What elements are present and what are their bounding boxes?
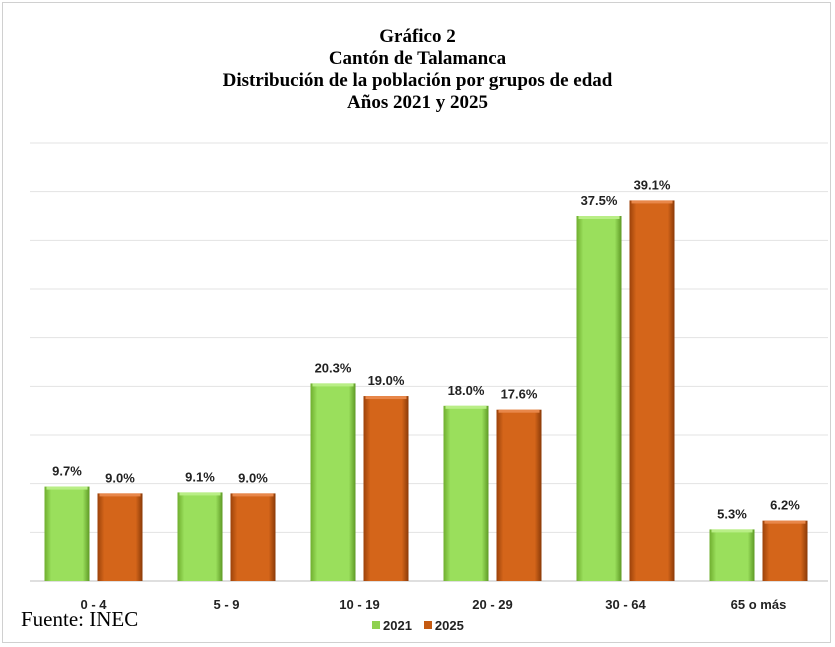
bar-2025-0 — [97, 493, 143, 581]
data-label-2021-2: 20.3% — [315, 360, 352, 375]
x-axis-ticks: 0 - 4 5 - 9 10 - 19 20 - 29 30 - 64 65 o más — [80, 597, 786, 612]
data-label-2025-5: 6.2% — [770, 498, 800, 513]
data-label-2021-3: 18.0% — [448, 383, 485, 398]
legend-label-2025: 2025 — [434, 617, 464, 633]
bar-2025-2 — [363, 396, 409, 581]
data-label-2021-1: 9.1% — [185, 469, 215, 484]
bar-bevel-2021-3 — [445, 405, 487, 409]
title-line-1: Gráfico 2 — [379, 26, 456, 47]
data-label-2021-4: 37.5% — [581, 193, 618, 208]
bar-bevel-2021-1 — [179, 492, 221, 496]
data-label-2025-4: 39.1% — [634, 177, 671, 192]
bar-bevel-2025-5 — [764, 520, 806, 524]
bar-2025-1 — [230, 493, 276, 581]
bar-bevel-2025-3 — [498, 409, 540, 413]
bars — [44, 200, 808, 581]
title-line-3: Distribución de la población por grupos … — [222, 70, 613, 91]
bar-bevel-2021-5 — [711, 529, 753, 533]
legend-swatch-2025 — [423, 621, 432, 629]
bar-2021-4 — [576, 216, 622, 581]
bar-bevel-2021-4 — [578, 216, 620, 219]
data-label-2021-5: 5.3% — [717, 506, 747, 521]
bar-2021-3 — [443, 405, 489, 581]
title-line-4: Años 2021 y 2025 — [347, 92, 488, 113]
data-label-2021-0: 9.7% — [52, 464, 82, 479]
bar-2025-5 — [762, 520, 808, 581]
legend-item-2025: 2025 — [423, 617, 464, 633]
data-label-2025-3: 17.6% — [501, 387, 538, 402]
x-tick-label-2: 10 - 19 — [339, 597, 379, 612]
bar-2025-4 — [629, 200, 675, 581]
x-tick-label-5: 65 o más — [731, 597, 787, 612]
legend-label-2021: 2021 — [383, 617, 412, 633]
bar-2021-1 — [177, 492, 223, 581]
bar-bevel-2025-2 — [365, 396, 407, 400]
data-label-2025-0: 9.0% — [105, 470, 135, 485]
bar-bevel-2025-4 — [631, 200, 673, 204]
bar-2021-2 — [310, 383, 356, 581]
title-line-2: Cantón de Talamanca — [328, 48, 507, 69]
source-note: Fuente: INEC — [21, 607, 139, 631]
legend: 2021 2025 — [372, 617, 470, 633]
data-label-2025-1: 9.0% — [238, 470, 268, 485]
bar-2021-5 — [709, 529, 755, 581]
bar-bevel-2021-2 — [312, 383, 354, 387]
gridlines — [30, 142, 828, 582]
x-tick-label-4: 30 - 64 — [605, 597, 646, 612]
x-tick-label-0: 0 - 4 — [80, 597, 107, 612]
chart-title: Gráfico 2 Cantón de Talamanca Distribuci… — [0, 26, 835, 114]
bar-bevel-2025-0 — [99, 493, 141, 497]
legend-swatch-2021 — [372, 621, 380, 629]
bar-bevel-2025-1 — [232, 493, 274, 497]
data-labels: 9.7% 9.0% 9.1% 9.0% 20.3% 19.0% 18.0% 17.6% 37.5… — [52, 177, 800, 521]
legend-item-2021: 2021 — [372, 618, 412, 633]
x-tick-label-3: 20 - 29 — [472, 597, 512, 612]
bar-bevel-2021-0 — [46, 486, 88, 490]
bar-2025-3 — [496, 409, 542, 581]
bar-2021-0 — [44, 486, 90, 581]
x-tick-label-1: 5 - 9 — [213, 597, 239, 612]
data-label-2025-2: 19.0% — [368, 373, 405, 388]
